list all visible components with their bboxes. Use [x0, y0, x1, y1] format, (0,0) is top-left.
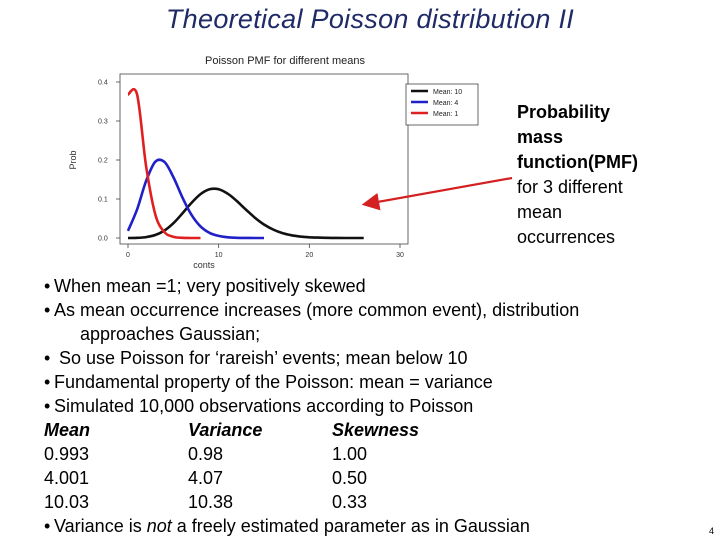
- legend-label: Mean: 4: [433, 100, 458, 107]
- bullet-text: approaches Gaussian;: [80, 324, 261, 344]
- bullet-dot: •: [44, 396, 51, 416]
- bullet-text: So use Poisson for ‘rareish’ events; mea…: [54, 348, 468, 368]
- bullet-emphasis: not: [146, 516, 172, 536]
- x-tick-label: 30: [396, 252, 404, 259]
- chart-legend: Mean: 10 Mean: 4 Mean: 1: [405, 83, 479, 126]
- stats-row: 4.001 4.07 0.50: [44, 466, 704, 490]
- y-axis-label: Prob: [68, 150, 78, 169]
- bullet-dot: •: [44, 276, 51, 296]
- stats-header-row: Mean Variance Skewness: [44, 418, 704, 442]
- bullet-item: • Simulated 10,000 observations according…: [44, 394, 704, 418]
- bullet-text: Simulated 10,000 observations according …: [54, 396, 474, 416]
- bullet-item: • When mean =1; very positively skewed: [44, 274, 704, 298]
- annotation-text: Probability mass function(PMF) for 3 dif…: [517, 100, 712, 250]
- plot-frame: [119, 73, 409, 245]
- bullet-text: a freely estimated parameter as in Gauss…: [171, 516, 530, 536]
- x-tick-label: 0: [126, 252, 130, 259]
- page-number: 4: [708, 526, 714, 536]
- annotation-line: mass: [517, 127, 564, 147]
- x-tick-label: 10: [215, 252, 223, 259]
- annotation-line: occurrences: [517, 227, 616, 247]
- legend-label: Mean: 10: [433, 89, 462, 96]
- stats-row: 10.03 10.38 0.33: [44, 490, 704, 514]
- series-line-mean-4: [126, 158, 264, 240]
- y-tick-label: 0.0: [98, 236, 108, 243]
- annotation-line: function(PMF): [517, 152, 638, 172]
- stats-cell: 10.03: [44, 492, 90, 512]
- stats-cell: 0.98: [188, 444, 224, 464]
- stats-cell: 10.38: [188, 492, 234, 512]
- poisson-pmf-chart: Poisson PMF for different means 0.00.10.…: [68, 55, 479, 270]
- stats-cell: 0.33: [332, 492, 368, 512]
- slide-title: Theoretical Poisson distribution II: [165, 4, 575, 34]
- stats-cell: 0.993: [44, 444, 90, 464]
- legend-label: Mean: 1: [433, 111, 458, 118]
- bullet-item: • As mean occurrence increases (more comm…: [44, 298, 704, 322]
- stats-cell: 4.07: [188, 468, 224, 488]
- chart-title: Poisson PMF for different means: [205, 55, 365, 67]
- bullet-dot: •: [44, 372, 51, 392]
- stats-cell: 4.001: [44, 468, 90, 488]
- y-tick-label: 0.2: [98, 158, 108, 165]
- stats-cell: 0.50: [332, 468, 368, 488]
- annotation-line: mean: [517, 202, 563, 222]
- stats-header-skewness: Skewness: [332, 420, 420, 440]
- annotation-line: Probability: [517, 102, 611, 122]
- bullet-text: Fundamental property of the Poisson: mea…: [54, 372, 493, 392]
- bullet-dot: •: [44, 300, 51, 320]
- series-line-mean-1: [127, 87, 201, 240]
- stats-row: 0.993 0.98 1.00: [44, 442, 704, 466]
- annotation-line: for 3 different: [517, 177, 623, 197]
- stats-cell: 1.00: [332, 444, 368, 464]
- x-axis-label: conts: [193, 260, 215, 270]
- chart-axes: 0.0 0.1 0.2 0.3 0.4 0 10 20 30 conts Prob: [68, 73, 409, 270]
- bullet-item: • Fundamental property of the Poisson: me…: [44, 370, 704, 394]
- bullet-item: • Variance is not a freely estimated para…: [44, 514, 704, 538]
- slide-body: • When mean =1; very positively skewed • A…: [44, 274, 704, 538]
- x-tick-label: 20: [305, 252, 313, 259]
- y-tick-label: 0.4: [98, 80, 108, 87]
- bullet-continuation: approaches Gaussian;: [44, 322, 704, 346]
- series-line-mean-10: [127, 187, 364, 240]
- stats-header-mean: Mean: [44, 420, 91, 440]
- y-tick-label: 0.1: [98, 197, 108, 204]
- bullet-item: • So use Poisson for ‘rareish’ events; m…: [44, 346, 704, 370]
- bullet-text: As mean occurrence increases (more commo…: [54, 300, 580, 320]
- bullet-text: When mean =1; very positively skewed: [54, 276, 366, 296]
- bullet-dot: •: [44, 348, 51, 368]
- bullet-dot: •: [44, 516, 51, 536]
- y-tick-label: 0.3: [98, 119, 108, 126]
- bullet-text: Variance is: [54, 516, 147, 536]
- chart-series: [126, 87, 364, 240]
- stats-header-variance: Variance: [188, 420, 263, 440]
